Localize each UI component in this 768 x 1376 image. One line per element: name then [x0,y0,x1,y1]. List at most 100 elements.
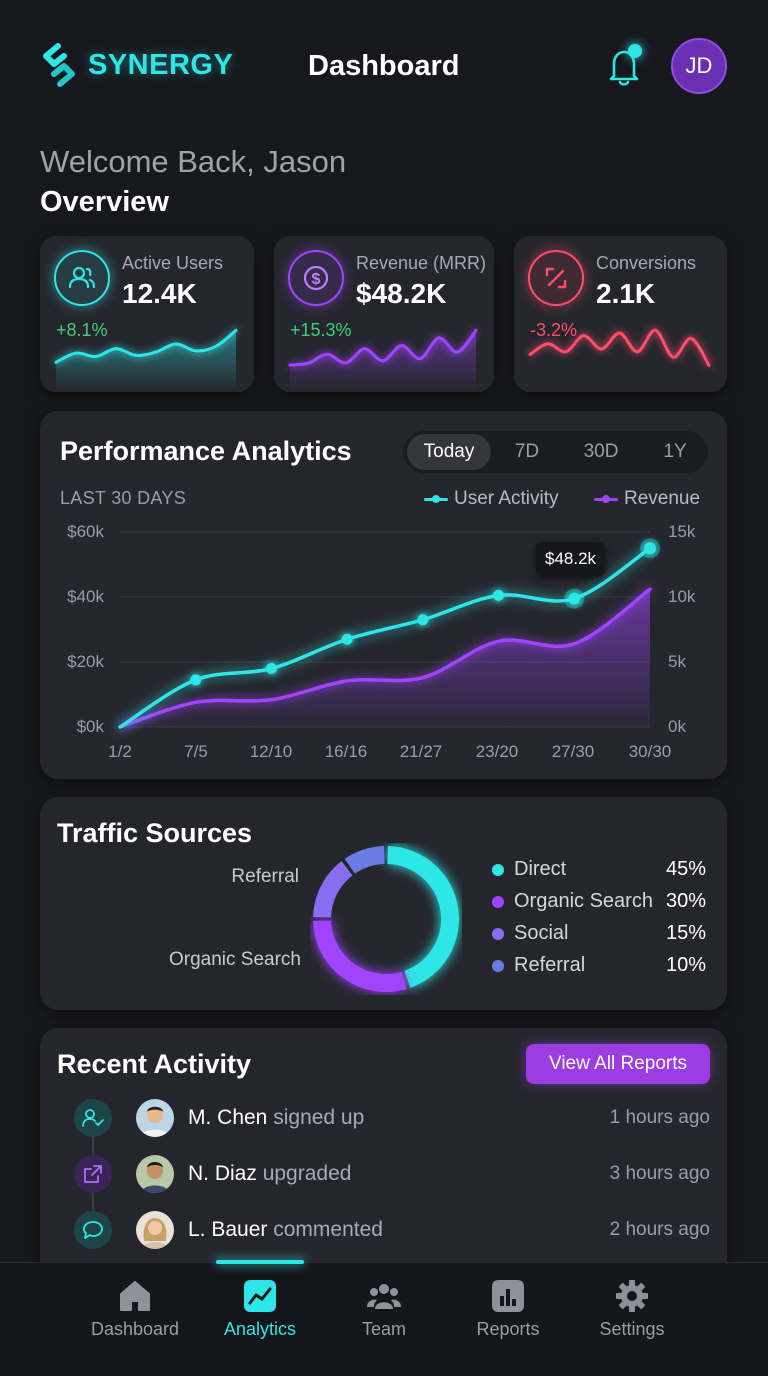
reports-icon [492,1280,524,1312]
x-tick: 7/5 [184,742,208,761]
traffic-legend-item: Organic Search 30% [492,890,706,913]
home-icon [120,1281,150,1311]
data-point [265,663,277,674]
nav-label: Settings [599,1319,665,1339]
legend-dot [492,959,504,972]
synergy-logo-icon [43,43,75,87]
legend-user-activity[interactable]: User Activity [424,488,559,510]
activity-user: M. Chen [188,1106,268,1129]
kpi-card-active-users[interactable]: Active Users 12.4K +8.1% [40,236,254,392]
nav-item-dashboard[interactable]: Dashboard [73,1263,197,1376]
user-avatar[interactable]: JD [671,38,727,94]
x-tick: 12/10 [249,742,293,761]
data-point [190,674,202,686]
legend-label: Revenue [624,488,701,509]
legend-dot [492,927,504,940]
source-name: Direct [514,858,567,880]
sparkline-line [528,328,711,367]
tab-7d[interactable]: 7D [514,441,540,462]
view-all-reports-button[interactable]: View All Reports [526,1044,710,1084]
activity-row[interactable]: M. Chen signed up 1 hours ago [40,1090,727,1146]
activity-time: 1 hours ago [609,1107,710,1128]
source-name: Organic Search [514,890,653,912]
kpi-label: Conversions [596,253,697,273]
external-link-icon [74,1155,112,1193]
legend-revenue[interactable]: Revenue [594,488,700,510]
app-header: SYNERGY Dashboard JD [0,0,768,130]
kpi-card-conversions[interactable]: Conversions 2.1K -3.2% [514,236,727,392]
kpi-sparkline [54,328,238,392]
kpi-change: +8.1% [56,320,108,340]
y-left-tick: $40k [67,587,104,606]
analytics-icon [244,1280,276,1312]
y-left-tick: $20k [67,652,104,671]
tab-1y[interactable]: 1Y [663,441,687,462]
notifications-button[interactable] [604,44,644,88]
legend-dot [492,895,504,908]
kpi-card-revenue[interactable]: $ Revenue (MRR) $48.2K +15.3% [274,236,494,392]
team-icon [367,1284,401,1309]
activity-action: commented [273,1218,383,1241]
activity-row[interactable]: N. Diaz upgraded 3 hours ago [40,1146,727,1202]
bottom-navigation: Dashboard Analytics Team Reports [0,1260,768,1376]
series-line-revenue [118,587,652,729]
tab-30d[interactable]: 30D [583,441,619,462]
series-area-revenue [120,589,650,727]
brand-logo[interactable]: SYNERGY [40,42,233,88]
kpi-change: +15.3% [290,320,352,340]
data-point [568,592,581,605]
nav-item-reports[interactable]: Reports [446,1263,570,1376]
users-icon [54,250,110,306]
sparkline-line [288,328,478,367]
activity-time: 2 hours ago [609,1219,710,1240]
x-tick: 21/27 [399,742,443,761]
kpi-value: 2.1K [596,278,656,309]
legend-label: User Activity [454,488,559,509]
y-right-tick: 5k [668,652,686,671]
donut-slice-direct [387,846,459,988]
activity-user: N. Diaz [188,1162,257,1185]
timeline-connector [92,1193,94,1211]
activity-action: upgraded [262,1162,352,1185]
kpi-sparkline [528,328,711,367]
sparkline-area [56,330,236,392]
legend-swatch [594,494,618,503]
kpi-value: 12.4K [122,278,197,309]
page-title: Dashboard [308,50,460,82]
avatar [136,1155,174,1193]
x-tick: 16/16 [324,742,368,761]
traffic-sources-panel: Traffic Sources Referral Organic Search … [40,797,727,1010]
comment-icon [74,1211,112,1249]
kpi-label: Revenue (MRR) [356,253,487,273]
panel-title: Recent Activity [57,1049,252,1079]
activity-row[interactable]: L. Bauer commented 2 hours ago [40,1202,727,1258]
avatar [136,1099,174,1137]
welcome-message: Welcome Back, Jason [40,144,347,179]
dollar-icon: $ [288,250,344,306]
activity-text: M. Chen signed up [188,1106,364,1130]
nav-label: Dashboard [90,1319,180,1339]
tab-today[interactable]: Today [407,434,491,470]
nav-item-analytics[interactable]: Analytics [198,1263,322,1376]
legend-swatch [424,494,448,503]
kpi-label: Active Users [122,253,224,273]
panel-title: Performance Analytics [60,436,352,466]
traffic-legend-item: Direct 45% [492,858,706,881]
kpi-change: -3.2% [530,320,578,340]
activity-action: signed up [273,1106,365,1129]
overview-heading: Overview [40,186,169,218]
performance-line-chart [118,531,660,729]
bell-icon [609,50,639,86]
traffic-legend-item: Social 15% [492,922,706,945]
x-tick: 1/2 [108,742,132,761]
nav-item-team[interactable]: Team [322,1263,446,1376]
source-percent: 45% [665,858,706,880]
traffic-legend-item: Referral 10% [492,954,706,977]
time-range-selector: Today 7D 30D 1Y [403,431,708,473]
activity-text: N. Diaz upgraded [188,1162,351,1186]
svg-text:$: $ [312,271,321,288]
nav-item-settings[interactable]: Settings [570,1263,694,1376]
gear-icon [616,1280,648,1312]
data-point [644,542,656,555]
